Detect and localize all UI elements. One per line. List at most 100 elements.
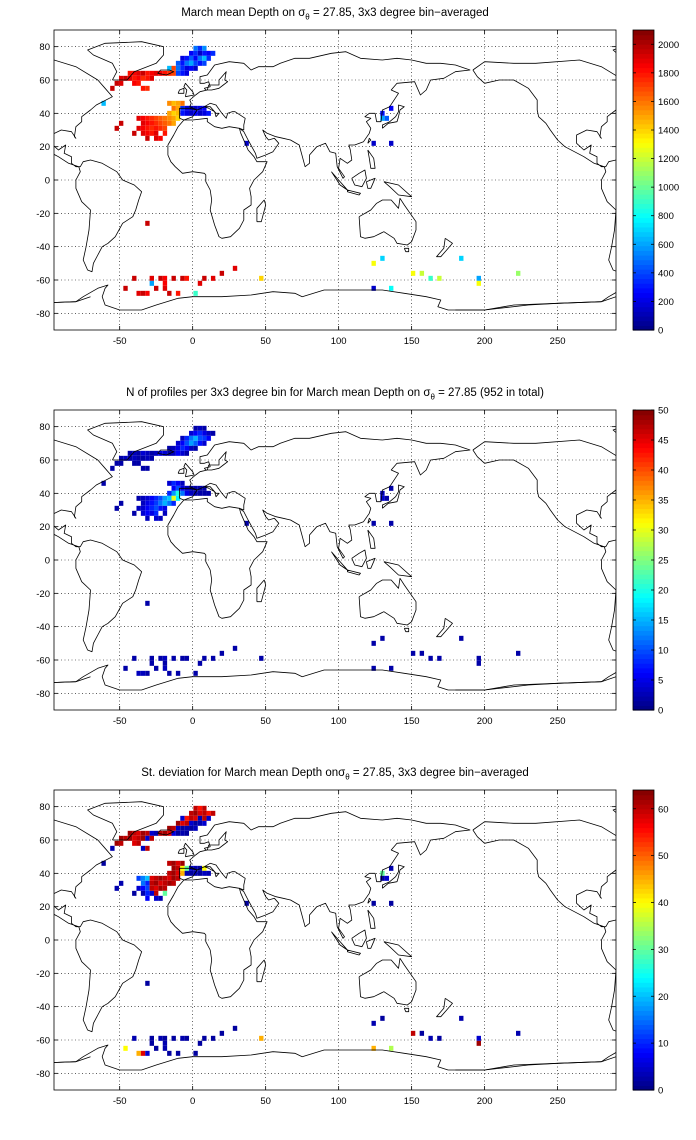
colorbar-segment bbox=[633, 592, 654, 599]
colorbar-tick-label: 20 bbox=[658, 992, 669, 1003]
coastline bbox=[367, 149, 376, 169]
gridlines bbox=[54, 30, 616, 330]
data-cell bbox=[206, 55, 211, 61]
coastline bbox=[383, 181, 412, 198]
data-cell bbox=[180, 435, 185, 441]
data-cell bbox=[384, 495, 390, 501]
colorbar-frame bbox=[632, 29, 655, 331]
data-cell bbox=[193, 430, 198, 436]
colorbar-segment bbox=[633, 681, 654, 688]
colorbar-segment bbox=[633, 1080, 654, 1086]
data-cell bbox=[127, 450, 133, 456]
data-cell bbox=[175, 490, 181, 496]
colorbar-frame bbox=[632, 789, 655, 1091]
y-tick-label: 0 bbox=[45, 936, 50, 947]
colorbar-segment bbox=[633, 128, 654, 134]
data-cell bbox=[136, 115, 141, 121]
data-cell bbox=[153, 135, 159, 141]
data-cell bbox=[167, 880, 172, 886]
colorbar-segment bbox=[633, 991, 654, 997]
colorbar-segment bbox=[633, 489, 654, 495]
colorbar-segment bbox=[633, 930, 654, 936]
colorbar-segment bbox=[633, 475, 654, 481]
data-cell bbox=[206, 435, 211, 441]
data-cell bbox=[158, 655, 163, 661]
colorbar-tick-label: 40 bbox=[658, 898, 669, 909]
data-cell bbox=[132, 835, 137, 841]
colorbar-segment bbox=[633, 794, 654, 800]
data-cell bbox=[140, 510, 146, 516]
data-cell bbox=[516, 270, 521, 276]
data-cell bbox=[437, 655, 442, 661]
data-cell bbox=[197, 425, 203, 431]
coastline bbox=[472, 439, 616, 652]
data-cell bbox=[114, 840, 119, 846]
data-cell bbox=[136, 455, 141, 461]
colorbar-segment bbox=[633, 663, 654, 669]
data-cell bbox=[189, 430, 194, 436]
data-cell bbox=[167, 670, 172, 676]
colorbar-segment bbox=[633, 58, 654, 64]
data-cell bbox=[184, 435, 190, 441]
data-cell bbox=[110, 845, 115, 851]
data-cell bbox=[167, 65, 172, 71]
colorbar-segment bbox=[633, 902, 654, 908]
colorbar-segment bbox=[633, 635, 654, 641]
data-cell bbox=[158, 115, 163, 121]
data-cell bbox=[123, 665, 128, 671]
data-cell bbox=[101, 480, 106, 486]
colorbar-segment bbox=[633, 818, 654, 824]
data-cell bbox=[162, 130, 168, 136]
data-cell bbox=[184, 450, 190, 456]
colorbar-segment bbox=[633, 888, 654, 894]
x-tick-label: 50 bbox=[260, 1096, 271, 1107]
colorbar-segment bbox=[633, 986, 654, 993]
data-cell bbox=[175, 110, 181, 116]
data-cell bbox=[171, 275, 176, 281]
data-cell bbox=[153, 515, 159, 521]
colorbar-segment bbox=[633, 977, 654, 983]
data-cell bbox=[189, 815, 194, 821]
data-cell bbox=[149, 1035, 154, 1041]
data-cell bbox=[180, 55, 185, 61]
data-cell bbox=[145, 130, 150, 136]
y-tick-label: -60 bbox=[36, 656, 50, 667]
data-cell bbox=[189, 65, 194, 71]
data-cell bbox=[476, 280, 481, 286]
colorbar-segment bbox=[633, 691, 654, 697]
colorbar-segment bbox=[633, 804, 654, 810]
coastline bbox=[189, 51, 471, 179]
data-cell bbox=[127, 70, 133, 76]
colorbar-segment bbox=[633, 259, 654, 265]
data-cell bbox=[193, 815, 198, 821]
colorbar-segment bbox=[633, 217, 654, 223]
colorbar-segment bbox=[633, 883, 654, 890]
colorbar-segment bbox=[633, 428, 654, 435]
data-cells bbox=[101, 45, 521, 296]
colorbar-segment bbox=[633, 925, 654, 932]
data-cell bbox=[202, 1035, 207, 1041]
colorbar-segment bbox=[633, 653, 654, 660]
coastline bbox=[189, 431, 471, 559]
coastline bbox=[87, 41, 164, 81]
colorbar-segment bbox=[633, 240, 654, 247]
y-tick-label: 80 bbox=[39, 42, 50, 53]
data-cell bbox=[153, 115, 159, 121]
data-cell bbox=[145, 895, 150, 901]
data-cell bbox=[184, 815, 190, 821]
data-cell bbox=[162, 500, 168, 506]
data-cell bbox=[149, 890, 154, 896]
data-cell bbox=[189, 440, 194, 446]
y-tick-label: -40 bbox=[36, 242, 50, 253]
coastline bbox=[436, 237, 453, 258]
data-cell bbox=[140, 1050, 146, 1056]
coastline bbox=[472, 59, 616, 272]
colorbar-segment bbox=[633, 1047, 654, 1054]
coastline bbox=[54, 59, 142, 273]
data-cell bbox=[175, 105, 181, 111]
data-cell bbox=[145, 500, 150, 506]
data-cell bbox=[158, 135, 163, 141]
data-cell bbox=[132, 75, 137, 81]
colorbar-segment bbox=[633, 808, 654, 815]
data-cell bbox=[202, 435, 207, 441]
